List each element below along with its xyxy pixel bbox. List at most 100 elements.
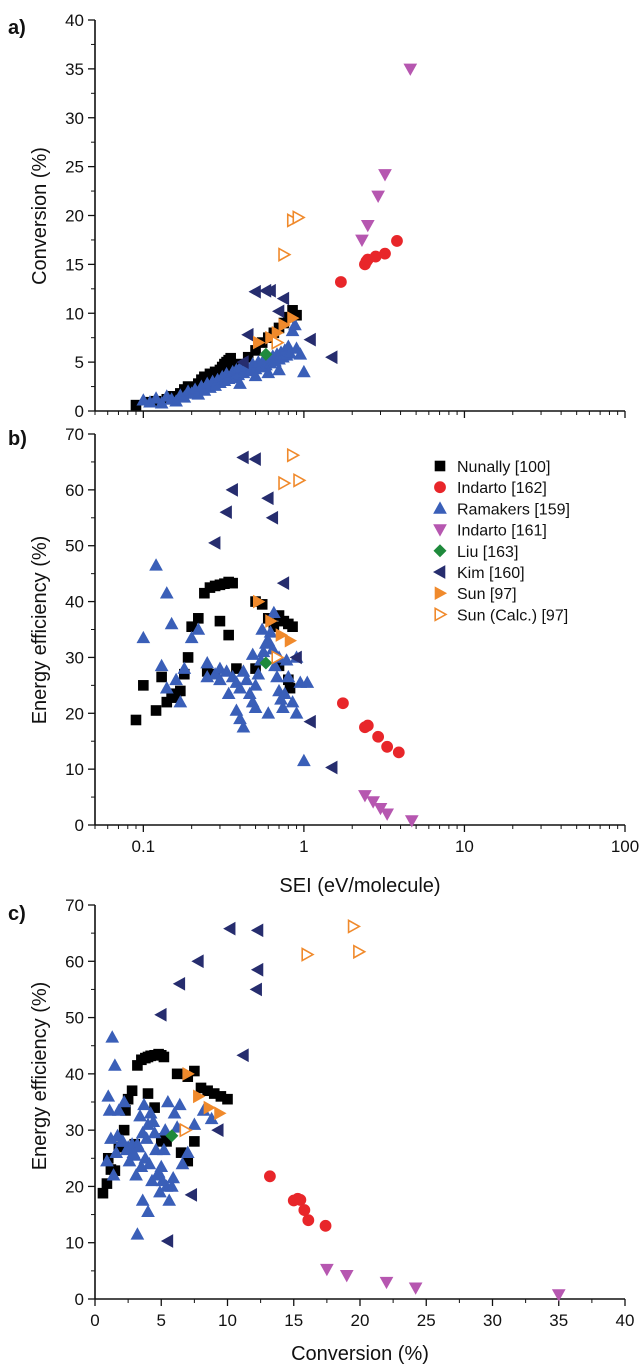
legend-item-ramakers-159: Ramakers [159] xyxy=(433,501,570,518)
point-indarto-162 xyxy=(391,235,403,247)
panel-b-marks xyxy=(130,447,419,828)
point-ramakers-159 xyxy=(261,633,276,646)
point-kim-160 xyxy=(241,327,254,342)
point-ramakers-159 xyxy=(133,1109,147,1122)
series-liu-163 xyxy=(165,1129,179,1143)
point-ramakers-159 xyxy=(109,1145,124,1158)
point-kim-160 xyxy=(303,332,316,347)
point-kim-160 xyxy=(250,923,264,938)
x-tick-label: 35 xyxy=(549,1311,568,1330)
point-ramakers-159 xyxy=(101,1089,116,1102)
point-indarto-162 xyxy=(319,1219,332,1232)
point-ramakers-159 xyxy=(300,675,315,688)
panel-label-c: c) xyxy=(8,903,26,925)
legend-label: Ramakers [159] xyxy=(457,501,570,518)
x-tick-label: 30 xyxy=(483,1311,502,1330)
legend-label: Sun (Calc.) [97] xyxy=(457,607,568,624)
point-ramakers-159 xyxy=(297,753,311,767)
point-indarto-162 xyxy=(264,1170,276,1183)
y-tick-label: 40 xyxy=(65,11,84,30)
point-kim-160 xyxy=(211,1123,224,1137)
point-kim-160 xyxy=(225,483,238,497)
series-indarto-161 xyxy=(320,1263,566,1302)
point-indarto-161 xyxy=(408,1282,423,1295)
point-kim-160 xyxy=(191,954,204,969)
point-kim-160 xyxy=(172,976,186,991)
point-nunally-100 xyxy=(138,680,149,691)
y-tick-label: 40 xyxy=(65,1065,84,1084)
x-tick-label: 15 xyxy=(284,1311,303,1330)
point-sun-97 xyxy=(182,1067,195,1081)
point-ramakers-159 xyxy=(248,368,263,382)
series-kim-160 xyxy=(236,283,338,369)
point-kim-160 xyxy=(249,982,262,997)
point-sun-calc-97 xyxy=(271,650,285,665)
point-nunally-100 xyxy=(189,1136,200,1147)
point-nunally-100 xyxy=(175,685,186,697)
point-indarto-162 xyxy=(334,276,347,288)
point-ramakers-159 xyxy=(154,1159,169,1173)
point-ramakers-159 xyxy=(277,686,292,700)
point-ramakers-159 xyxy=(165,1179,179,1192)
panel-c-efficiency-vs-conversion: c) 0 10 20 30 40 50 60 70 0 5 10 15 20 25 30 35 40 Energ… xyxy=(8,896,634,1365)
y-tick-label: 60 xyxy=(65,952,84,971)
point-ramakers-159 xyxy=(149,391,163,404)
panel-b-ylabel: Energy efficiency (%) xyxy=(29,536,51,725)
point-kim-160 xyxy=(276,576,290,590)
point-nunally-100 xyxy=(193,613,204,624)
series-sun-97 xyxy=(252,311,300,350)
point-sun-97 xyxy=(271,325,285,340)
point-sun-97 xyxy=(203,1100,216,1115)
panel-b-xlabel: SEI (eV/molecule) xyxy=(279,875,440,897)
legend-marker-ramakers-159 xyxy=(433,501,447,514)
point-indarto-161 xyxy=(551,1289,566,1302)
legend-label: Indarto [161] xyxy=(457,523,547,540)
series-sun-calc-97 xyxy=(271,447,307,665)
point-kim-160 xyxy=(250,962,264,977)
point-indarto-162 xyxy=(379,247,391,260)
point-indarto-161 xyxy=(358,790,372,803)
legend-item-liu-163: Liu [163] xyxy=(433,544,518,561)
point-indarto-161 xyxy=(320,1263,334,1277)
point-ramakers-159 xyxy=(248,700,263,713)
point-nunally-100 xyxy=(97,1187,109,1199)
panel-b-tick-labels: 0 10 20 30 40 50 60 70 0.1 1 10 100 xyxy=(65,425,639,856)
point-ramakers-159 xyxy=(293,347,308,360)
legend-marker-nunally-100 xyxy=(434,460,446,472)
point-ramakers-159 xyxy=(100,1154,114,1167)
point-ramakers-159 xyxy=(251,667,266,680)
point-sun-97 xyxy=(275,628,289,642)
point-ramakers-159 xyxy=(255,622,270,635)
point-kim-160 xyxy=(248,452,261,466)
point-sun-97 xyxy=(284,633,298,648)
series-sun-97 xyxy=(182,1067,227,1121)
point-ramakers-159 xyxy=(112,1103,126,1116)
point-indarto-161 xyxy=(371,190,385,203)
point-nunally-100 xyxy=(227,577,238,589)
legend-item-indarto-162: Indarto [162] xyxy=(434,480,547,497)
point-indarto-161 xyxy=(355,234,369,247)
x-tick-label: 10 xyxy=(455,837,474,856)
point-ramakers-159 xyxy=(158,1123,173,1136)
point-sun-97 xyxy=(214,1106,227,1121)
y-tick-label: 5 xyxy=(75,353,84,372)
series-sun-calc-97 xyxy=(179,919,367,1138)
point-indarto-162 xyxy=(337,697,349,710)
point-ramakers-159 xyxy=(146,1114,161,1127)
point-ramakers-159 xyxy=(173,695,188,708)
point-ramakers-159 xyxy=(155,1173,170,1187)
point-sun-calc-97 xyxy=(347,919,362,934)
point-kim-160 xyxy=(236,1048,249,1063)
point-ramakers-159 xyxy=(154,658,169,672)
series-indarto-162 xyxy=(334,235,403,288)
point-sun-calc-97 xyxy=(301,947,315,962)
point-sun-calc-97 xyxy=(179,1122,193,1138)
point-kim-160 xyxy=(276,291,290,306)
point-ramakers-159 xyxy=(297,364,311,378)
y-tick-label: 15 xyxy=(65,255,84,274)
legend-item-kim-160: Kim [160] xyxy=(432,565,525,582)
point-nunally-100 xyxy=(287,621,298,633)
point-nunally-100 xyxy=(214,615,226,627)
series-indarto-162 xyxy=(264,1170,332,1232)
